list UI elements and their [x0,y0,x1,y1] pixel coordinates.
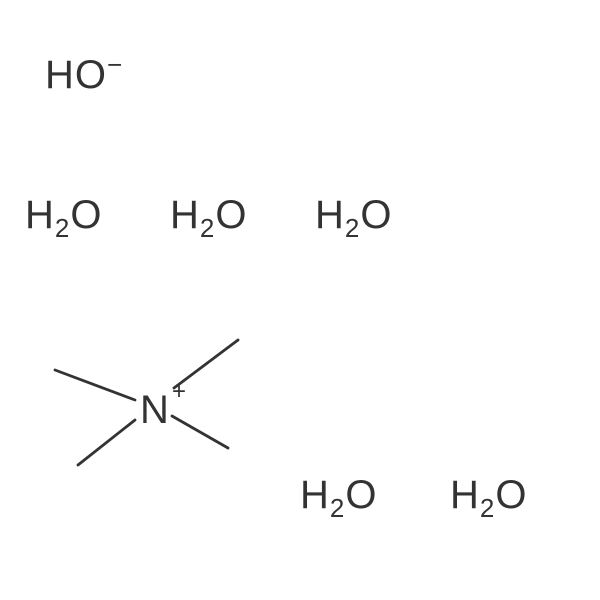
nitrogen-charge: + [172,380,187,404]
chemical-structure-diagram: HO− H2O H2O H2O H2O H2O N + [0,0,600,600]
ammonium-bonds [0,0,600,600]
nitrogen-label: N [140,390,170,430]
